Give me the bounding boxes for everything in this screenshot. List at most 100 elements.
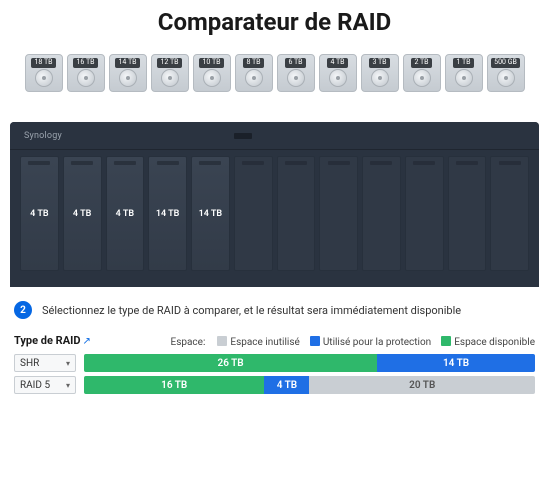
hdd-platter-icon — [371, 69, 389, 87]
step-instruction-text: Sélectionnez le type de RAID à comparer,… — [42, 304, 461, 317]
raid-segment-protection: 4 TB — [264, 376, 309, 394]
drive-option[interactable]: 10 TB — [193, 54, 231, 92]
hdd-platter-icon — [413, 69, 431, 87]
drive-option[interactable]: 2 TB — [403, 54, 441, 92]
raid-segment-protection: 14 TB — [377, 354, 535, 372]
external-link-icon: ↗ — [82, 336, 90, 347]
hdd-platter-icon — [455, 69, 473, 87]
bay-handle-icon — [157, 161, 179, 165]
drive-option-label: 8 TB — [243, 58, 263, 68]
bay-handle-icon — [242, 161, 264, 165]
legend-label: Espace: — [171, 337, 206, 348]
raid-type-heading[interactable]: Type de RAID↗ — [14, 329, 91, 348]
raid-row: RAID 5 ▾ 16 TB4 TB20 TB — [14, 376, 535, 394]
bay-handle-icon — [413, 161, 435, 165]
drive-option-label: 10 TB — [199, 58, 223, 68]
nas-bay-filled[interactable]: 4 TB — [63, 156, 102, 271]
bay-handle-icon — [114, 161, 136, 165]
chevron-down-icon: ▾ — [66, 381, 70, 390]
drive-option[interactable]: 18 TB — [25, 54, 63, 92]
nas-bay-empty[interactable] — [362, 156, 401, 271]
nas-bay-empty[interactable] — [490, 156, 529, 271]
bay-handle-icon — [328, 161, 350, 165]
bay-capacity-label: 4 TB — [73, 209, 91, 219]
chevron-down-icon: ▾ — [66, 359, 70, 368]
raid-segment-available: 26 TB — [84, 354, 377, 372]
bay-capacity-label: 4 TB — [116, 209, 134, 219]
hdd-platter-icon — [287, 69, 305, 87]
nas-bay-filled[interactable]: 4 TB — [106, 156, 145, 271]
drive-option[interactable]: 4 TB — [319, 54, 357, 92]
drive-option-label: 6 TB — [285, 58, 305, 68]
bay-capacity-label: 14 TB — [199, 209, 223, 219]
space-legend: Espace: Espace inutilisé Utilisé pour la p… — [171, 336, 535, 348]
hdd-platter-icon — [329, 69, 347, 87]
hdd-platter-icon — [161, 69, 179, 87]
drive-option[interactable]: 8 TB — [235, 54, 273, 92]
raid-row: SHR ▾ 26 TB14 TB — [14, 354, 535, 372]
drive-option[interactable]: 3 TB — [361, 54, 399, 92]
hdd-platter-icon — [119, 69, 137, 87]
raid-type-select-value: SHR — [20, 358, 39, 369]
step-number-badge: 2 — [14, 301, 32, 319]
drive-option-label: 3 TB — [369, 58, 389, 68]
drive-option-label: 12 TB — [157, 58, 181, 68]
bay-handle-icon — [499, 161, 521, 165]
drive-option[interactable]: 14 TB — [109, 54, 147, 92]
hdd-platter-icon — [245, 69, 263, 87]
raid-type-select[interactable]: RAID 5 ▾ — [14, 376, 76, 394]
step-instruction-row: 2 Sélectionnez le type de RAID à compare… — [0, 287, 549, 329]
drive-option[interactable]: 16 TB — [67, 54, 105, 92]
legend-item: Utilisé pour la protection — [310, 336, 431, 348]
nas-bay-empty[interactable] — [234, 156, 273, 271]
drive-option-label: 14 TB — [115, 58, 139, 68]
bay-handle-icon — [456, 161, 478, 165]
nas-brand-label: Synology — [24, 131, 62, 141]
drive-option-label: 4 TB — [327, 58, 347, 68]
nas-bay-filled[interactable]: 4 TB — [20, 156, 59, 271]
raid-segment-available: 16 TB — [84, 376, 264, 394]
raid-type-select[interactable]: SHR ▾ — [14, 354, 76, 372]
nas-bay-row: 4 TB 4 TB 4 TB 14 TB 14 TB — [10, 150, 539, 287]
drive-option[interactable]: 500 GB — [487, 54, 525, 92]
nas-device: Synology 4 TB 4 TB 4 TB 14 TB 14 TB — [10, 122, 539, 287]
nas-bay-empty[interactable] — [277, 156, 316, 271]
nas-bay-empty[interactable] — [405, 156, 444, 271]
hdd-platter-icon — [35, 69, 53, 87]
nas-bay-empty[interactable] — [319, 156, 358, 271]
legend-item: Espace inutilisé — [217, 336, 299, 348]
legend-swatch-icon — [217, 336, 227, 346]
drive-option-label: 500 GB — [491, 58, 520, 68]
drive-option[interactable]: 1 TB — [445, 54, 483, 92]
nas-top-panel: Synology — [10, 122, 539, 150]
page-title: Comparateur de RAID — [0, 8, 549, 36]
legend-item: Espace disponible — [441, 336, 535, 348]
bay-capacity-label: 14 TB — [156, 209, 180, 219]
raid-type-select-value: RAID 5 — [20, 380, 50, 391]
drive-option[interactable]: 6 TB — [277, 54, 315, 92]
hdd-platter-icon — [497, 69, 515, 87]
drive-option-label: 1 TB — [453, 58, 473, 68]
hdd-platter-icon — [203, 69, 221, 87]
nas-led-indicator — [234, 133, 252, 139]
bay-handle-icon — [28, 161, 50, 165]
drive-option-label: 16 TB — [73, 58, 97, 68]
bay-handle-icon — [285, 161, 307, 165]
drive-option-label: 18 TB — [31, 58, 55, 68]
drive-size-palette: 18 TB 16 TB 14 TB 12 TB 10 TB 8 TB 6 TB 4 TB 3 T… — [0, 54, 549, 92]
drive-option-label: 2 TB — [411, 58, 431, 68]
bay-handle-icon — [370, 161, 392, 165]
drive-option[interactable]: 12 TB — [151, 54, 189, 92]
bay-capacity-label: 4 TB — [30, 209, 48, 219]
raid-segment-unused: 20 TB — [309, 376, 535, 394]
raid-capacity-bar: 26 TB14 TB — [84, 354, 535, 372]
bay-handle-icon — [71, 161, 93, 165]
hdd-platter-icon — [77, 69, 95, 87]
raid-capacity-bar: 16 TB4 TB20 TB — [84, 376, 535, 394]
nas-bay-filled[interactable]: 14 TB — [191, 156, 230, 271]
nas-bay-empty[interactable] — [448, 156, 487, 271]
legend-swatch-icon — [310, 336, 320, 346]
bay-handle-icon — [199, 161, 221, 165]
nas-bay-filled[interactable]: 14 TB — [148, 156, 187, 271]
legend-swatch-icon — [441, 336, 451, 346]
